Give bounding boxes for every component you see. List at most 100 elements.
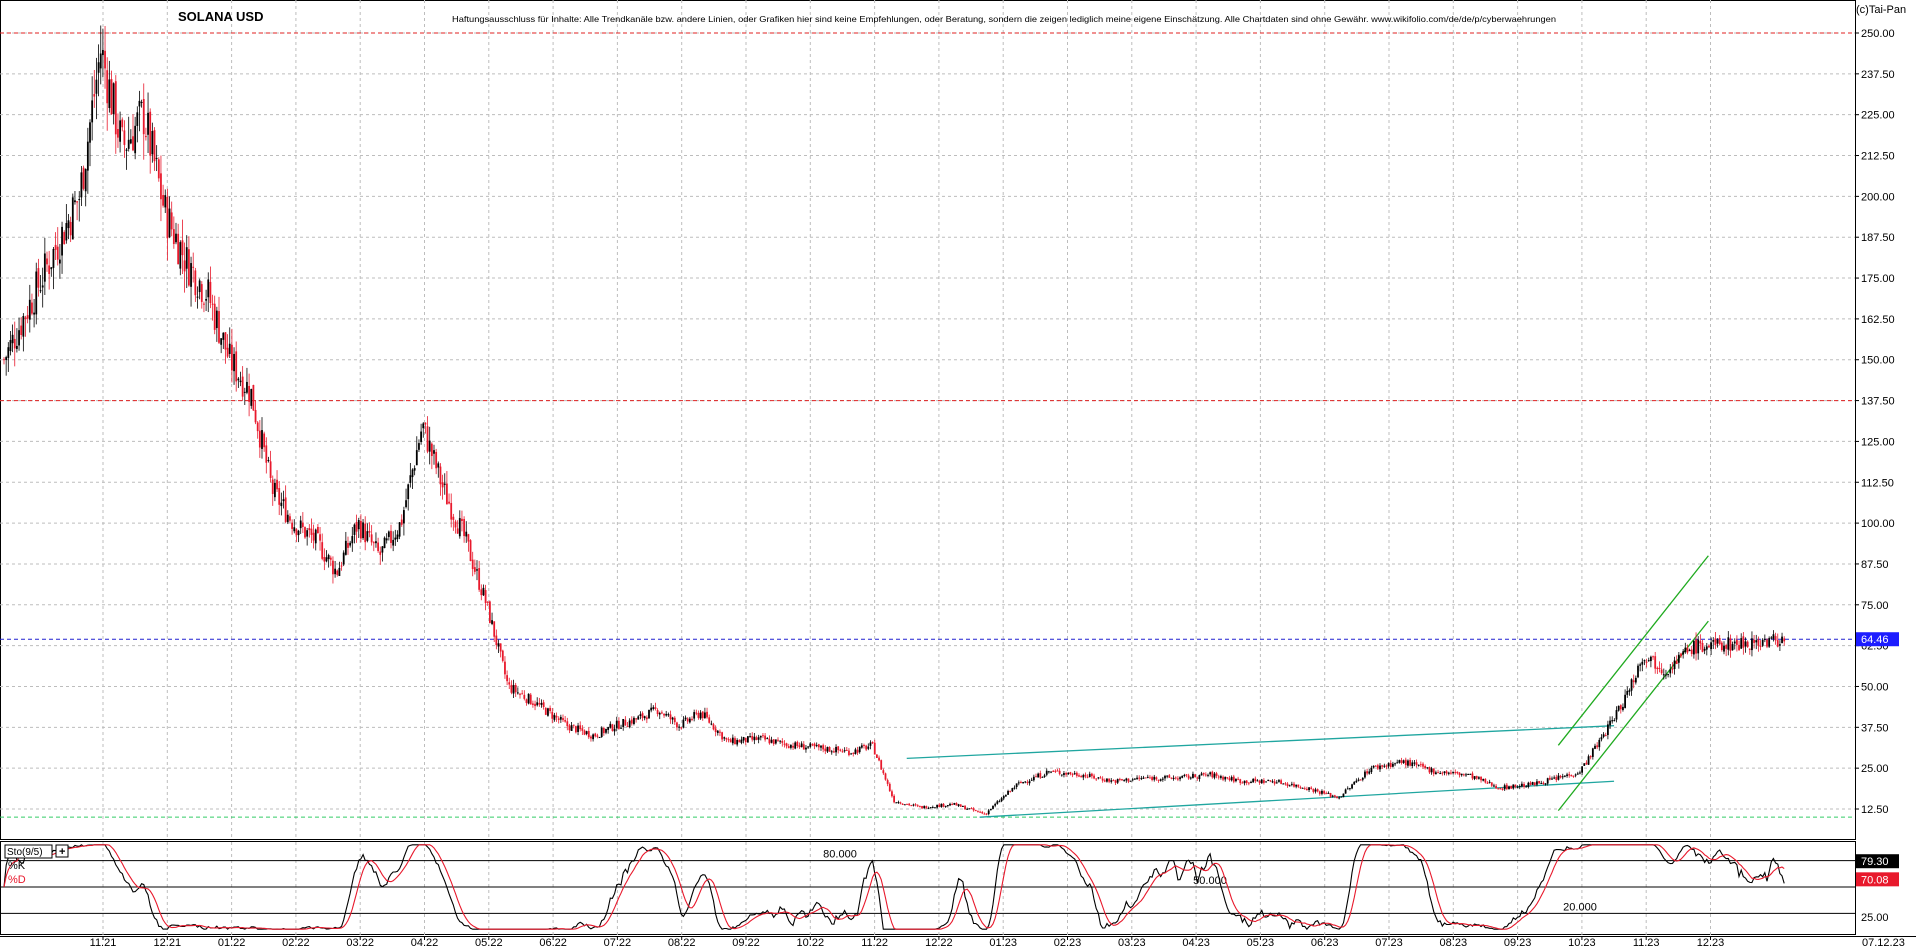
candle-body (693, 712, 696, 719)
candle-body (1331, 795, 1334, 797)
candle-body (484, 590, 487, 604)
candle-body (1748, 648, 1751, 650)
candle-body (501, 650, 504, 661)
candle-body (736, 739, 739, 745)
candle-body (1419, 764, 1422, 766)
candle-body (284, 497, 287, 522)
last-price-label: 64.46 (1861, 634, 1889, 646)
candle-body (1060, 774, 1063, 776)
candle-body (809, 743, 812, 747)
candle-body (1437, 772, 1439, 774)
candle-body (312, 532, 315, 541)
candle-body (878, 757, 880, 761)
candle-body (972, 808, 975, 811)
stochastic-d-line (3, 844, 1785, 930)
candle-body (667, 714, 670, 716)
candle-body (153, 130, 156, 162)
x-tick-label: 09.23 (1504, 937, 1532, 948)
candle-body (1718, 638, 1721, 645)
candle-body (1544, 783, 1547, 785)
candle-body (1542, 782, 1545, 784)
candle-body (658, 712, 661, 715)
candle-body (1736, 639, 1738, 645)
candle-body (661, 712, 663, 714)
candle-body (1465, 774, 1467, 776)
candle-body (233, 353, 235, 372)
candle-body (1546, 778, 1549, 784)
candle-body (1161, 778, 1164, 780)
candle-body (360, 520, 362, 539)
candle-body (854, 749, 857, 755)
candle-body (295, 529, 298, 536)
x-tick-label: 02.22 (282, 937, 310, 948)
candle-body (1340, 796, 1343, 798)
candle-body (134, 125, 137, 154)
candle-body (1207, 774, 1209, 776)
candle-body (1407, 760, 1409, 766)
candle-body (1559, 776, 1562, 778)
candle-body (1217, 776, 1220, 778)
candle-body (418, 443, 420, 450)
candle-body (527, 693, 530, 704)
candle-body (61, 226, 63, 256)
candle-body (1658, 667, 1661, 669)
candle-body (1114, 780, 1117, 783)
candle-body (557, 718, 560, 720)
green-channel-upper (1557, 555, 1709, 746)
candle-body (396, 534, 399, 540)
candle-body (839, 749, 842, 751)
candle-body (633, 717, 635, 724)
candle-body (67, 220, 70, 229)
candle-body (172, 229, 175, 245)
candle-body (415, 450, 418, 466)
candle-body (798, 745, 801, 748)
candle-body (1738, 644, 1740, 650)
candle-body (1435, 772, 1437, 775)
candle-body (1480, 776, 1482, 781)
candle-body (820, 745, 822, 748)
candle-body (1512, 784, 1515, 789)
candle-body (1594, 745, 1596, 749)
candle-body (807, 746, 809, 748)
candle-body (1680, 653, 1682, 657)
candle-body (246, 381, 248, 393)
add-indicator-button[interactable] (55, 844, 69, 858)
candle-body (884, 773, 887, 780)
candle-body (89, 122, 91, 143)
candle-body (319, 534, 321, 541)
candle-body (678, 726, 680, 728)
candle-body (1467, 773, 1470, 775)
last-date-label: 07.12.23 (1862, 937, 1905, 948)
candle-body (639, 714, 642, 716)
candle-body (1583, 763, 1586, 766)
candle-body (258, 430, 261, 448)
x-tick-label: 03.22 (346, 937, 374, 948)
candle-body (1557, 775, 1560, 780)
candle-body (1155, 777, 1158, 780)
stochastic-indicator-tab[interactable]: Sto(9/5) + (4, 844, 69, 859)
candle-body (424, 422, 427, 425)
candle-body (76, 201, 78, 203)
candle-body (1598, 739, 1601, 748)
candle-body (727, 739, 730, 741)
candle-body (1063, 773, 1065, 776)
candle-body (1497, 788, 1500, 790)
candle-body (1473, 776, 1476, 779)
candle-body (1677, 654, 1680, 663)
candle-body (185, 247, 188, 269)
candle-body (1080, 776, 1083, 778)
candle-body (925, 806, 928, 809)
candle-body (572, 724, 575, 726)
candle-body (1667, 674, 1669, 676)
candle-body (456, 528, 459, 534)
candle-body (966, 808, 969, 810)
candle-body (1611, 720, 1614, 722)
candle-body (1540, 782, 1543, 784)
candle-body (136, 112, 139, 126)
candle-body (747, 736, 749, 743)
candle-body (1482, 779, 1485, 781)
candle-body (196, 296, 199, 298)
candle-body (1673, 660, 1676, 670)
candle-body (344, 540, 347, 555)
candle-body (1456, 771, 1459, 774)
